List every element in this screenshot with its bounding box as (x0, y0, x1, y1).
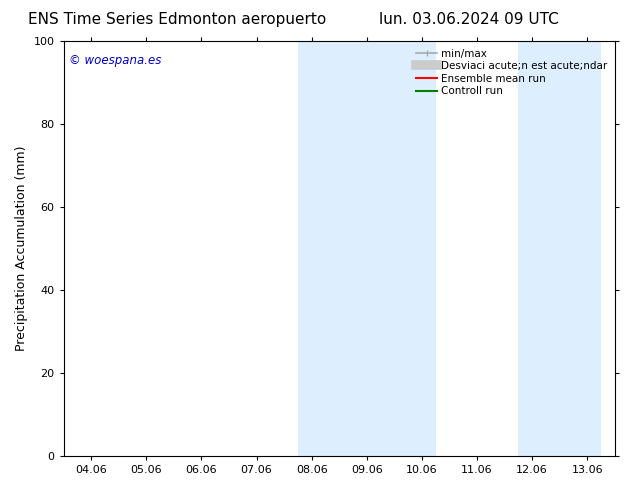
Bar (519, 41, 601, 456)
Legend: min/max, Desviaci acute;n est acute;ndar, Ensemble mean run, Controll run: min/max, Desviaci acute;n est acute;ndar… (414, 47, 610, 98)
Y-axis label: Precipitation Accumulation (mm): Precipitation Accumulation (mm) (15, 146, 28, 351)
Bar (298, 41, 436, 456)
Text: ENS Time Series Edmonton aeropuerto: ENS Time Series Edmonton aeropuerto (29, 12, 327, 27)
Text: lun. 03.06.2024 09 UTC: lun. 03.06.2024 09 UTC (379, 12, 559, 27)
Text: © woespana.es: © woespana.es (69, 54, 162, 67)
